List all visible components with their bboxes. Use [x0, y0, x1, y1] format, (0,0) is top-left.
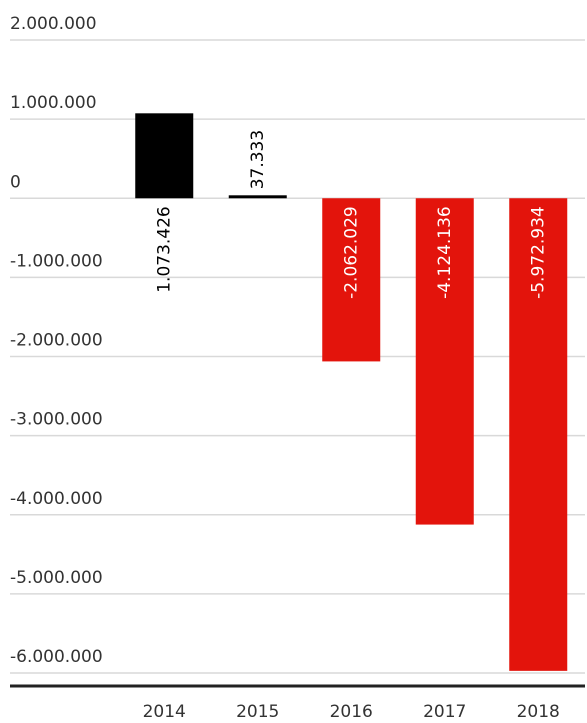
x-tick-label: 2015 — [236, 702, 279, 722]
x-tick-label: 2017 — [423, 702, 466, 722]
data-label-2016: -2.062.029 — [341, 206, 361, 299]
data-labels: 1.073.426 37.333 -2.062.029 -4.124.136 -5.97… — [154, 130, 548, 299]
bar-2018 — [509, 198, 568, 671]
y-tick-label: -6.000.000 — [10, 647, 103, 667]
y-tick-label: 2.000.000 — [10, 14, 97, 34]
x-axis-tick-labels: 2014 2015 2016 2017 2018 — [143, 702, 560, 722]
y-tick-label: -2.000.000 — [10, 331, 103, 351]
y-tick-label: -1.000.000 — [10, 251, 103, 271]
data-label-2014: 1.073.426 — [154, 206, 174, 293]
x-tick-label: 2014 — [143, 702, 186, 722]
bar-2014 — [135, 113, 194, 199]
y-tick-label: -4.000.000 — [10, 489, 103, 509]
data-label-2018: -5.972.934 — [528, 206, 548, 299]
y-tick-label: -3.000.000 — [10, 410, 103, 430]
bars — [135, 113, 568, 671]
bar-2015 — [228, 195, 287, 199]
bar-2017 — [415, 198, 474, 525]
x-tick-label: 2016 — [330, 702, 373, 722]
y-tick-label: 0 — [10, 172, 21, 192]
y-tick-label: 1.000.000 — [10, 93, 97, 113]
y-tick-label: -5.000.000 — [10, 568, 103, 588]
y-axis-tick-labels: 2.000.000 1.000.000 0 -1.000.000 -2.000.000 -… — [10, 14, 103, 667]
gridlines — [10, 39, 585, 674]
bar-2016 — [322, 198, 381, 362]
data-label-2015: 37.333 — [248, 130, 268, 189]
data-label-2017: -4.124.136 — [435, 206, 455, 299]
x-tick-label: 2018 — [517, 702, 560, 722]
